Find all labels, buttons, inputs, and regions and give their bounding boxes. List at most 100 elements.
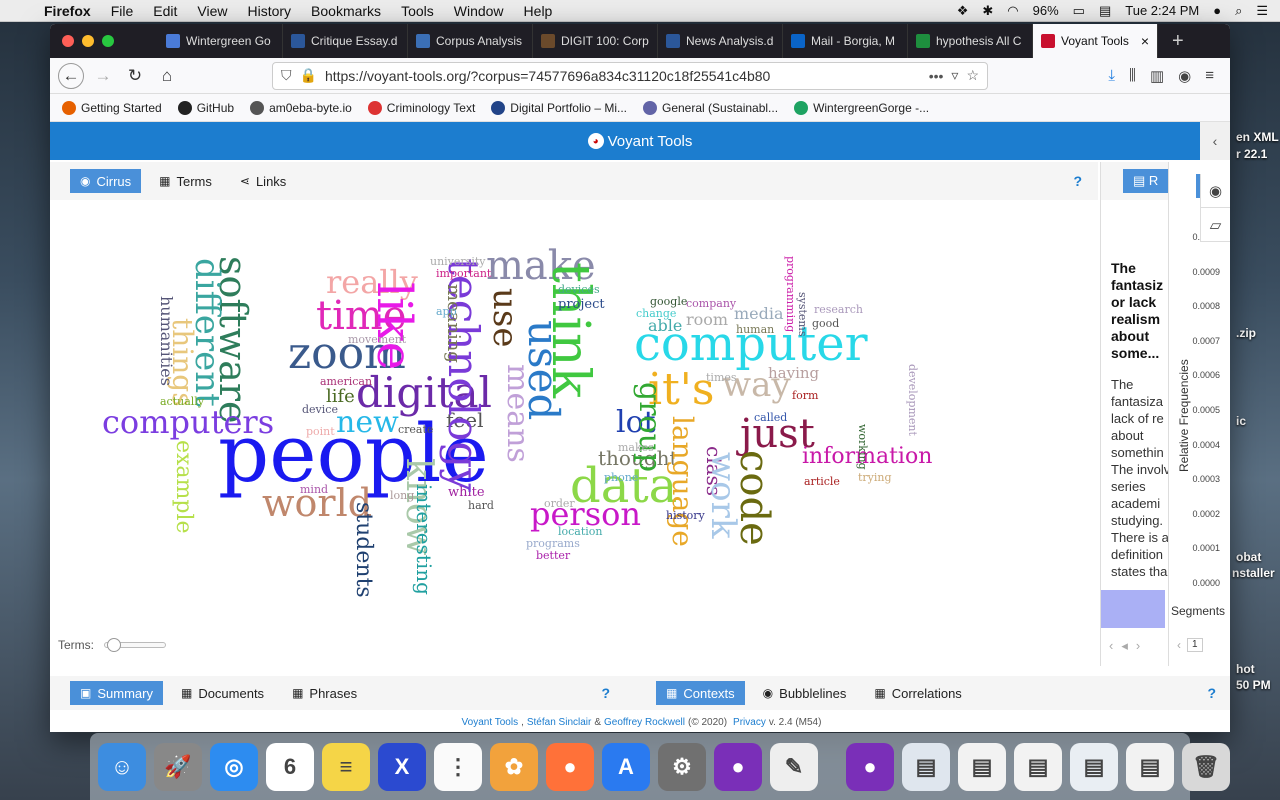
tab-correlations[interactable]: ▦ Correlations	[874, 685, 962, 701]
cloud-term[interactable]: person	[530, 495, 642, 533]
next-icon[interactable]: ›	[1135, 638, 1141, 653]
menu-tools[interactable]: Tools	[401, 2, 434, 19]
tab-summary[interactable]: ▣ Summary	[70, 681, 163, 705]
reload-button[interactable]: ↻	[127, 65, 143, 85]
cloud-term[interactable]: way	[722, 365, 791, 405]
forward-button[interactable]: →	[94, 65, 112, 85]
reader-tab[interactable]: ▤ R	[1123, 169, 1168, 193]
cloud-term[interactable]: good	[812, 317, 840, 330]
note-icon[interactable]: ▱	[1201, 208, 1230, 242]
library-icon[interactable]: ⫼	[1129, 66, 1136, 84]
close-window-button[interactable]	[62, 35, 74, 47]
desktop-file-label[interactable]: hot	[1236, 662, 1255, 676]
tab-documents[interactable]: ▦ Documents	[180, 685, 265, 701]
tab-contexts[interactable]: ▦ Contexts	[656, 681, 745, 705]
cloud-term[interactable]: device	[302, 403, 338, 416]
cloud-term[interactable]: company	[686, 297, 737, 310]
cloud-term[interactable]: lot	[616, 405, 656, 440]
close-tab-icon[interactable]: ×	[1140, 33, 1149, 49]
document-thumb-icon-2[interactable]: ▤	[958, 742, 1006, 791]
firefox-icon[interactable]: ●	[546, 742, 594, 791]
menu-bookmarks[interactable]: Bookmarks	[311, 2, 382, 19]
downloads-icon[interactable]: ⤓	[1108, 66, 1116, 84]
browser-tab[interactable]: Mail - Borgia, M	[783, 24, 908, 58]
tab-bubblelines[interactable]: ◉ Bubblelines	[762, 685, 847, 701]
document-thumb-icon-3[interactable]: ▤	[1014, 742, 1062, 791]
wifi-icon[interactable]: ◠	[1007, 2, 1019, 18]
battery-icon[interactable]: ▭	[1072, 2, 1085, 18]
cloud-term[interactable]: phone	[604, 471, 639, 484]
new-tab-button[interactable]: +	[1172, 29, 1184, 52]
cloud-term[interactable]: actually	[160, 395, 205, 408]
terms-slider[interactable]	[104, 638, 166, 652]
cloud-term[interactable]: example	[171, 440, 196, 534]
cloud-term[interactable]: university	[430, 255, 486, 268]
cloud-term[interactable]: meaning	[443, 284, 464, 363]
document-thumb-icon[interactable]: ▤	[902, 742, 950, 791]
browser-tab[interactable]: DIGIT 100: Corp	[533, 24, 658, 58]
system-preferences-icon[interactable]: ⚙	[658, 742, 706, 791]
cloud-term[interactable]: american	[320, 375, 373, 388]
cloud-term[interactable]: humanities	[157, 296, 176, 386]
cloud-term[interactable]: trying	[858, 471, 892, 484]
minimize-window-button[interactable]	[82, 35, 94, 47]
spotlight-search-icon[interactable]: ⌕	[1235, 2, 1243, 18]
cloud-term[interactable]: thought	[598, 446, 678, 470]
cloud-term[interactable]: makes	[618, 441, 654, 454]
cloud-term[interactable]: times	[706, 371, 737, 384]
cloud-term[interactable]: devices	[558, 283, 600, 296]
reader-doc-title[interactable]: The fantasiz or lack realism about some.…	[1111, 260, 1164, 361]
tab-links[interactable]: ⋖ Links	[239, 173, 287, 189]
user-icon[interactable]: ●	[1213, 3, 1222, 18]
menu-history[interactable]: History	[247, 2, 292, 19]
cloud-term[interactable]: feel	[446, 408, 484, 432]
cloud-term[interactable]: change	[636, 307, 677, 320]
bluetooth-icon[interactable]: ✱	[982, 2, 994, 18]
cloud-term[interactable]: development	[906, 364, 919, 436]
cloud-term[interactable]: create	[398, 423, 434, 436]
tab-cirrus[interactable]: ◉ Cirrus	[70, 169, 142, 193]
footer-privacy-link[interactable]: Privacy	[733, 716, 766, 728]
cloud-term[interactable]: point	[306, 425, 335, 438]
notification-center-icon[interactable]: ☰	[1256, 2, 1268, 18]
cloud-term[interactable]: media	[734, 304, 784, 323]
bookmark-star-icon[interactable]: ☆	[966, 67, 979, 83]
safari-icon[interactable]: ◎	[210, 742, 258, 791]
github-desktop-icon[interactable]: ●	[846, 742, 894, 791]
appstore-icon[interactable]: A	[602, 742, 650, 791]
browser-tab[interactable]: News Analysis.d	[658, 24, 783, 58]
back-button[interactable]: ←	[58, 62, 84, 89]
cloud-term[interactable]: code	[731, 450, 777, 546]
cloud-term[interactable]: order	[544, 497, 575, 510]
cloud-term[interactable]: location	[558, 525, 603, 538]
cloud-term[interactable]: systems	[796, 292, 809, 337]
cloud-term[interactable]: group	[632, 382, 667, 473]
account-icon[interactable]: ◉	[1178, 67, 1192, 85]
bookmark-item[interactable]: WintergreenGorge -...	[794, 100, 929, 115]
browser-tab[interactable]: Voyant Tools ×	[1033, 24, 1158, 58]
clock[interactable]: Tue 2:24 PM	[1125, 3, 1200, 18]
pocket-icon[interactable]: ▿	[951, 67, 959, 83]
desktop-file-label[interactable]: en XML	[1236, 130, 1279, 144]
help-icon[interactable]: ?	[1207, 685, 1216, 701]
desktop-file-label[interactable]: r 22.1	[1236, 147, 1268, 161]
cloud-term[interactable]: information	[802, 444, 933, 469]
browser-tab[interactable]: Critique Essay.d	[283, 24, 408, 58]
trash-icon[interactable]: 🗑	[1182, 742, 1230, 791]
cloud-term[interactable]: mind	[300, 483, 329, 496]
cloud-term[interactable]: room	[686, 310, 729, 329]
cloud-term[interactable]: having	[768, 364, 820, 382]
cloud-term[interactable]: form	[792, 389, 819, 402]
page-actions-icon[interactable]: •••	[928, 67, 944, 84]
cloud-term[interactable]: called	[754, 411, 788, 424]
browser-tab[interactable]: hypothesis All C	[908, 24, 1033, 58]
menu-edit[interactable]: Edit	[153, 2, 178, 19]
cloud-term[interactable]: data	[570, 458, 678, 514]
cloud-term[interactable]: able	[648, 316, 683, 335]
cloud-term[interactable]: important	[436, 267, 492, 280]
cloud-term[interactable]: students	[351, 502, 376, 598]
cloud-term[interactable]: life	[326, 386, 355, 407]
bookmark-item[interactable]: Digital Portfolio – Mi...	[491, 100, 627, 115]
cloud-term[interactable]: project	[558, 297, 605, 312]
reminders-icon[interactable]: ⋮	[434, 742, 482, 791]
